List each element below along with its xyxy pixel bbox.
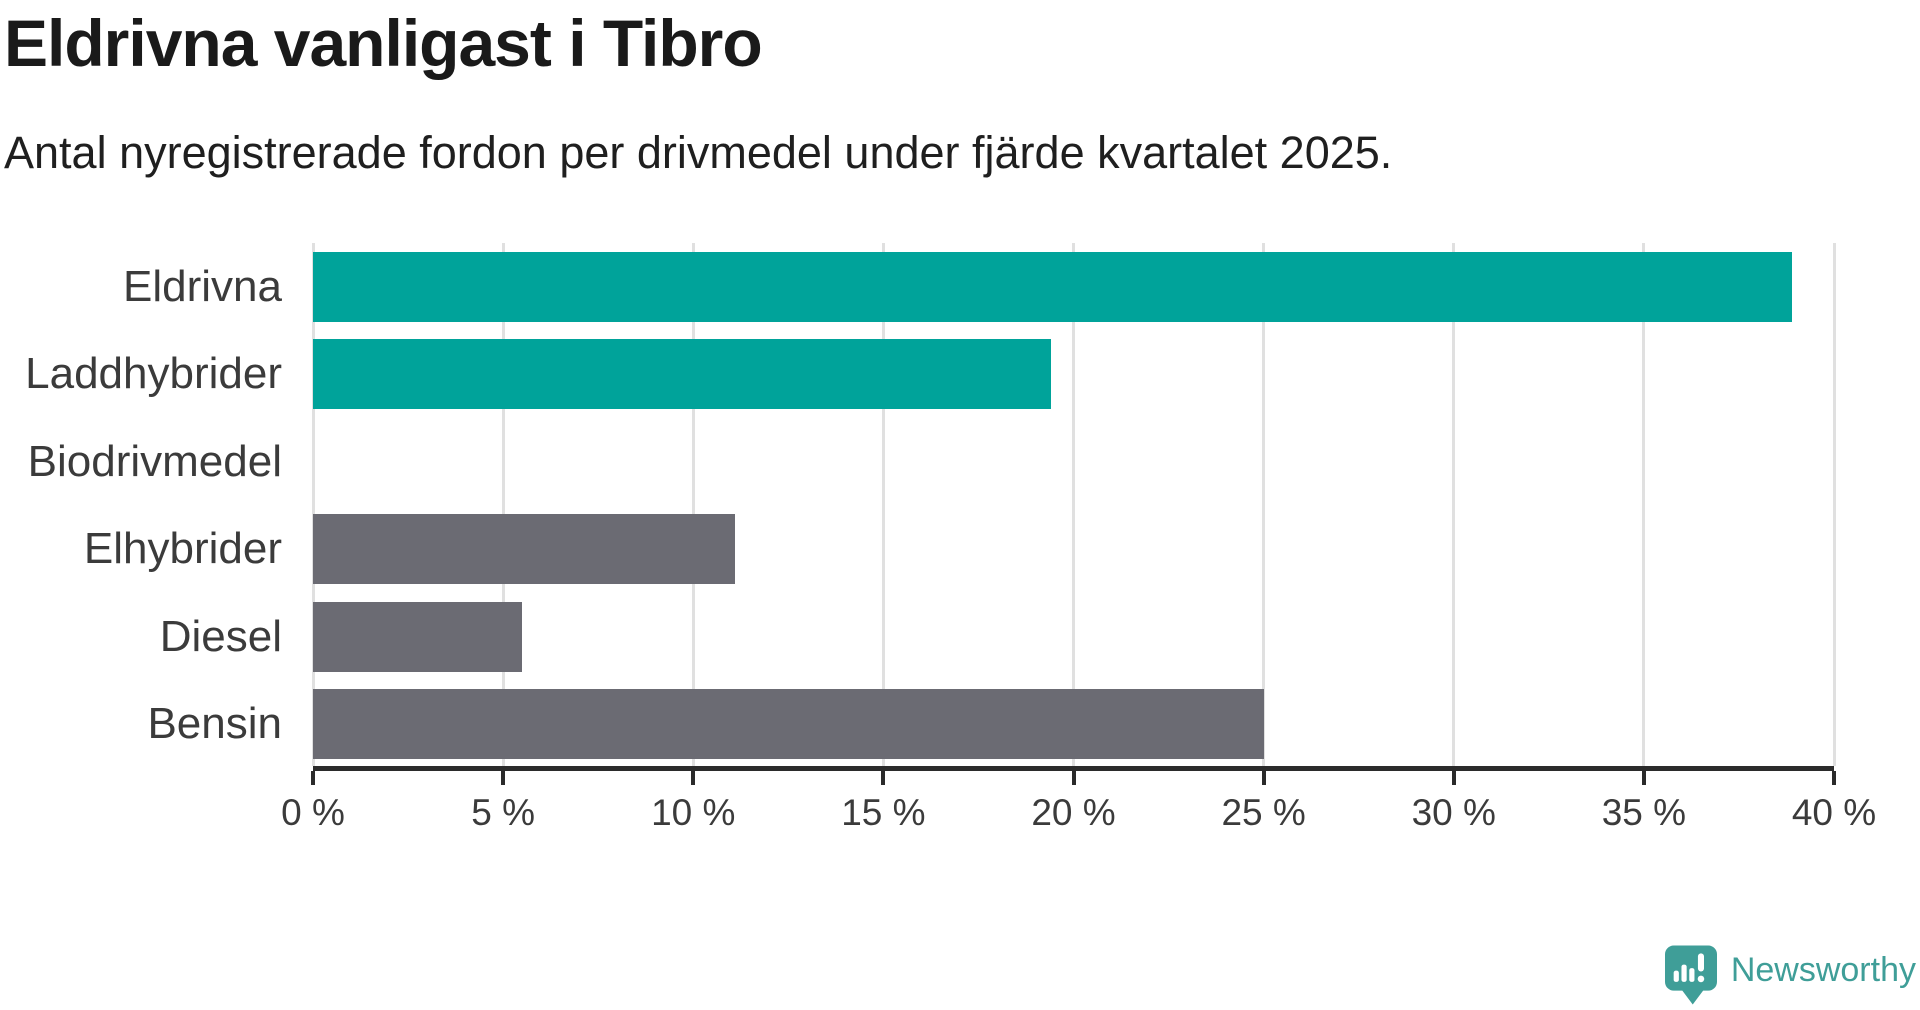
category-label: Diesel — [159, 611, 282, 661]
x-tick — [1451, 771, 1456, 785]
gridline — [1832, 243, 1836, 766]
x-tick — [311, 771, 315, 785]
newsworthy-logo-text: Newsworthy — [1730, 950, 1916, 989]
bar — [313, 689, 1264, 760]
x-tick — [881, 771, 886, 785]
gridline — [1642, 243, 1646, 766]
gridline — [311, 243, 315, 766]
bar — [313, 601, 523, 672]
bar — [313, 251, 1793, 322]
x-axis-line — [313, 766, 1834, 771]
newsworthy-logo: Newsworthy — [1664, 945, 1916, 1010]
page-subtitle: Antal nyregistrerade fordon per drivmede… — [4, 127, 1393, 178]
x-tick — [1071, 771, 1076, 785]
category-label: Laddhybrider — [25, 349, 282, 399]
x-tick — [1261, 771, 1266, 785]
x-tick-label: 15 % — [841, 792, 926, 833]
x-tick-label: 35 % — [1601, 792, 1687, 833]
x-tick — [501, 771, 506, 785]
category-label: Eldrivna — [123, 261, 282, 311]
x-tick-label: 25 % — [1221, 792, 1306, 833]
x-tick — [1832, 771, 1836, 785]
category-label: Bensin — [147, 699, 282, 749]
x-tick-label: 10 % — [651, 792, 736, 833]
gridline — [501, 243, 505, 766]
gridline — [1452, 243, 1456, 766]
category-label: Biodrivmedel — [27, 436, 282, 486]
category-label: Elhybrider — [83, 524, 282, 574]
gridline — [1262, 243, 1266, 766]
gridline — [1072, 243, 1075, 766]
bar — [313, 514, 736, 585]
page-title: Eldrivna vanligast i Tibro — [4, 6, 763, 80]
x-tick-label: 20 % — [1031, 792, 1116, 833]
x-tick-label: 40 % — [1791, 792, 1877, 833]
bar — [313, 339, 1051, 410]
gridline — [691, 243, 695, 766]
x-tick — [691, 771, 696, 785]
x-tick — [1641, 771, 1646, 785]
x-tick-label: 30 % — [1411, 792, 1496, 833]
newsworthy-logo-icon — [1664, 945, 1717, 1010]
x-tick-label: 0 % — [281, 792, 345, 833]
gridline — [881, 243, 885, 766]
x-tick-label: 5 % — [471, 792, 536, 833]
